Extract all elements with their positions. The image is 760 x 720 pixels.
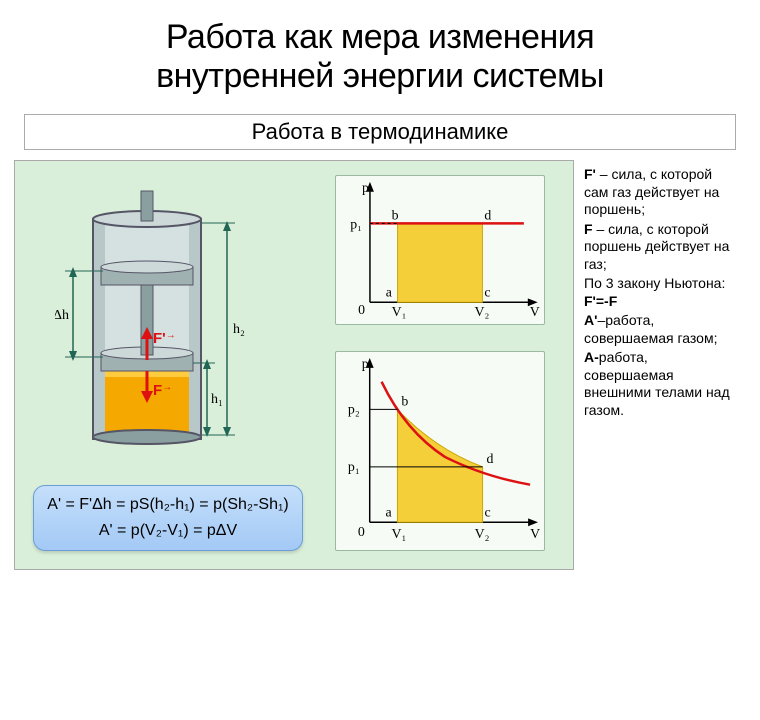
svg-text:p₂: p₂ [348,402,360,417]
svg-text:a: a [386,285,392,300]
diagram-panel: h₂ F'→ F→ [14,160,574,570]
legend-line: По 3 закону Ньютона: F'=-F [584,275,736,310]
svg-text:p: p [362,356,369,371]
legend-line: A'–работа, совершаемая газом; [584,312,736,347]
subtitle-box: Работа в термодинамике [24,114,736,150]
svg-text:d: d [484,208,491,223]
formula-box: A' = F'Δh = pS(h₂-h₁) = p(Sh₂-Sh₁) A' = … [33,485,303,551]
svg-text:b: b [401,394,408,409]
svg-text:V₁: V₁ [391,526,406,541]
pv-graph-isobaric: p V 0 p₁ b d a c V₁ V₂ [335,175,545,325]
pv-graph-isotherm: p V 0 p₂ p₁ b d a c V₁ V₂ [335,351,545,551]
svg-text:V₂: V₂ [475,526,490,541]
main-content: h₂ F'→ F→ [0,160,760,570]
svg-text:p₁: p₁ [348,459,360,474]
piston-diagram: h₂ F'→ F→ [55,185,245,445]
dh-label: Δh [55,308,69,323]
svg-text:V₁: V₁ [392,304,407,319]
svg-text:V₂: V₂ [475,304,490,319]
formula-line1: A' = F'Δh = pS(h₂-h₁) = p(Sh₂-Sh₁) [38,496,298,514]
svg-text:b: b [392,208,399,223]
svg-text:a: a [386,505,392,520]
legend-line: F' – сила, с которой сам газ действует н… [584,166,736,219]
svg-text:p: p [362,180,369,195]
h2-label: h₂ [233,322,245,337]
legend-line: A-работа, совершаемая внешними телами на… [584,349,736,419]
formula-line2: A' = p(V₂-V₁) = pΔV [38,522,298,540]
legend-sidebar: F' – сила, с которой сам газ действует н… [574,160,744,570]
svg-text:V: V [530,526,540,541]
legend-line: F – сила, с которой поршень действует на… [584,221,736,274]
svg-text:c: c [484,285,490,300]
svg-text:0: 0 [358,302,365,317]
subtitle: Работа в термодинамике [252,119,509,144]
page-title: Работа как мера изменения внутренней эне… [0,0,760,106]
title-line2: внутренней энергии системы [156,57,604,95]
h1-label: h₁ [211,392,223,407]
svg-text:p₁: p₁ [350,216,362,231]
svg-text:0: 0 [358,524,365,539]
title-line1: Работа как мера изменения [166,18,594,56]
svg-text:V: V [530,304,540,319]
svg-text:d: d [487,451,494,466]
svg-text:c: c [485,505,491,520]
